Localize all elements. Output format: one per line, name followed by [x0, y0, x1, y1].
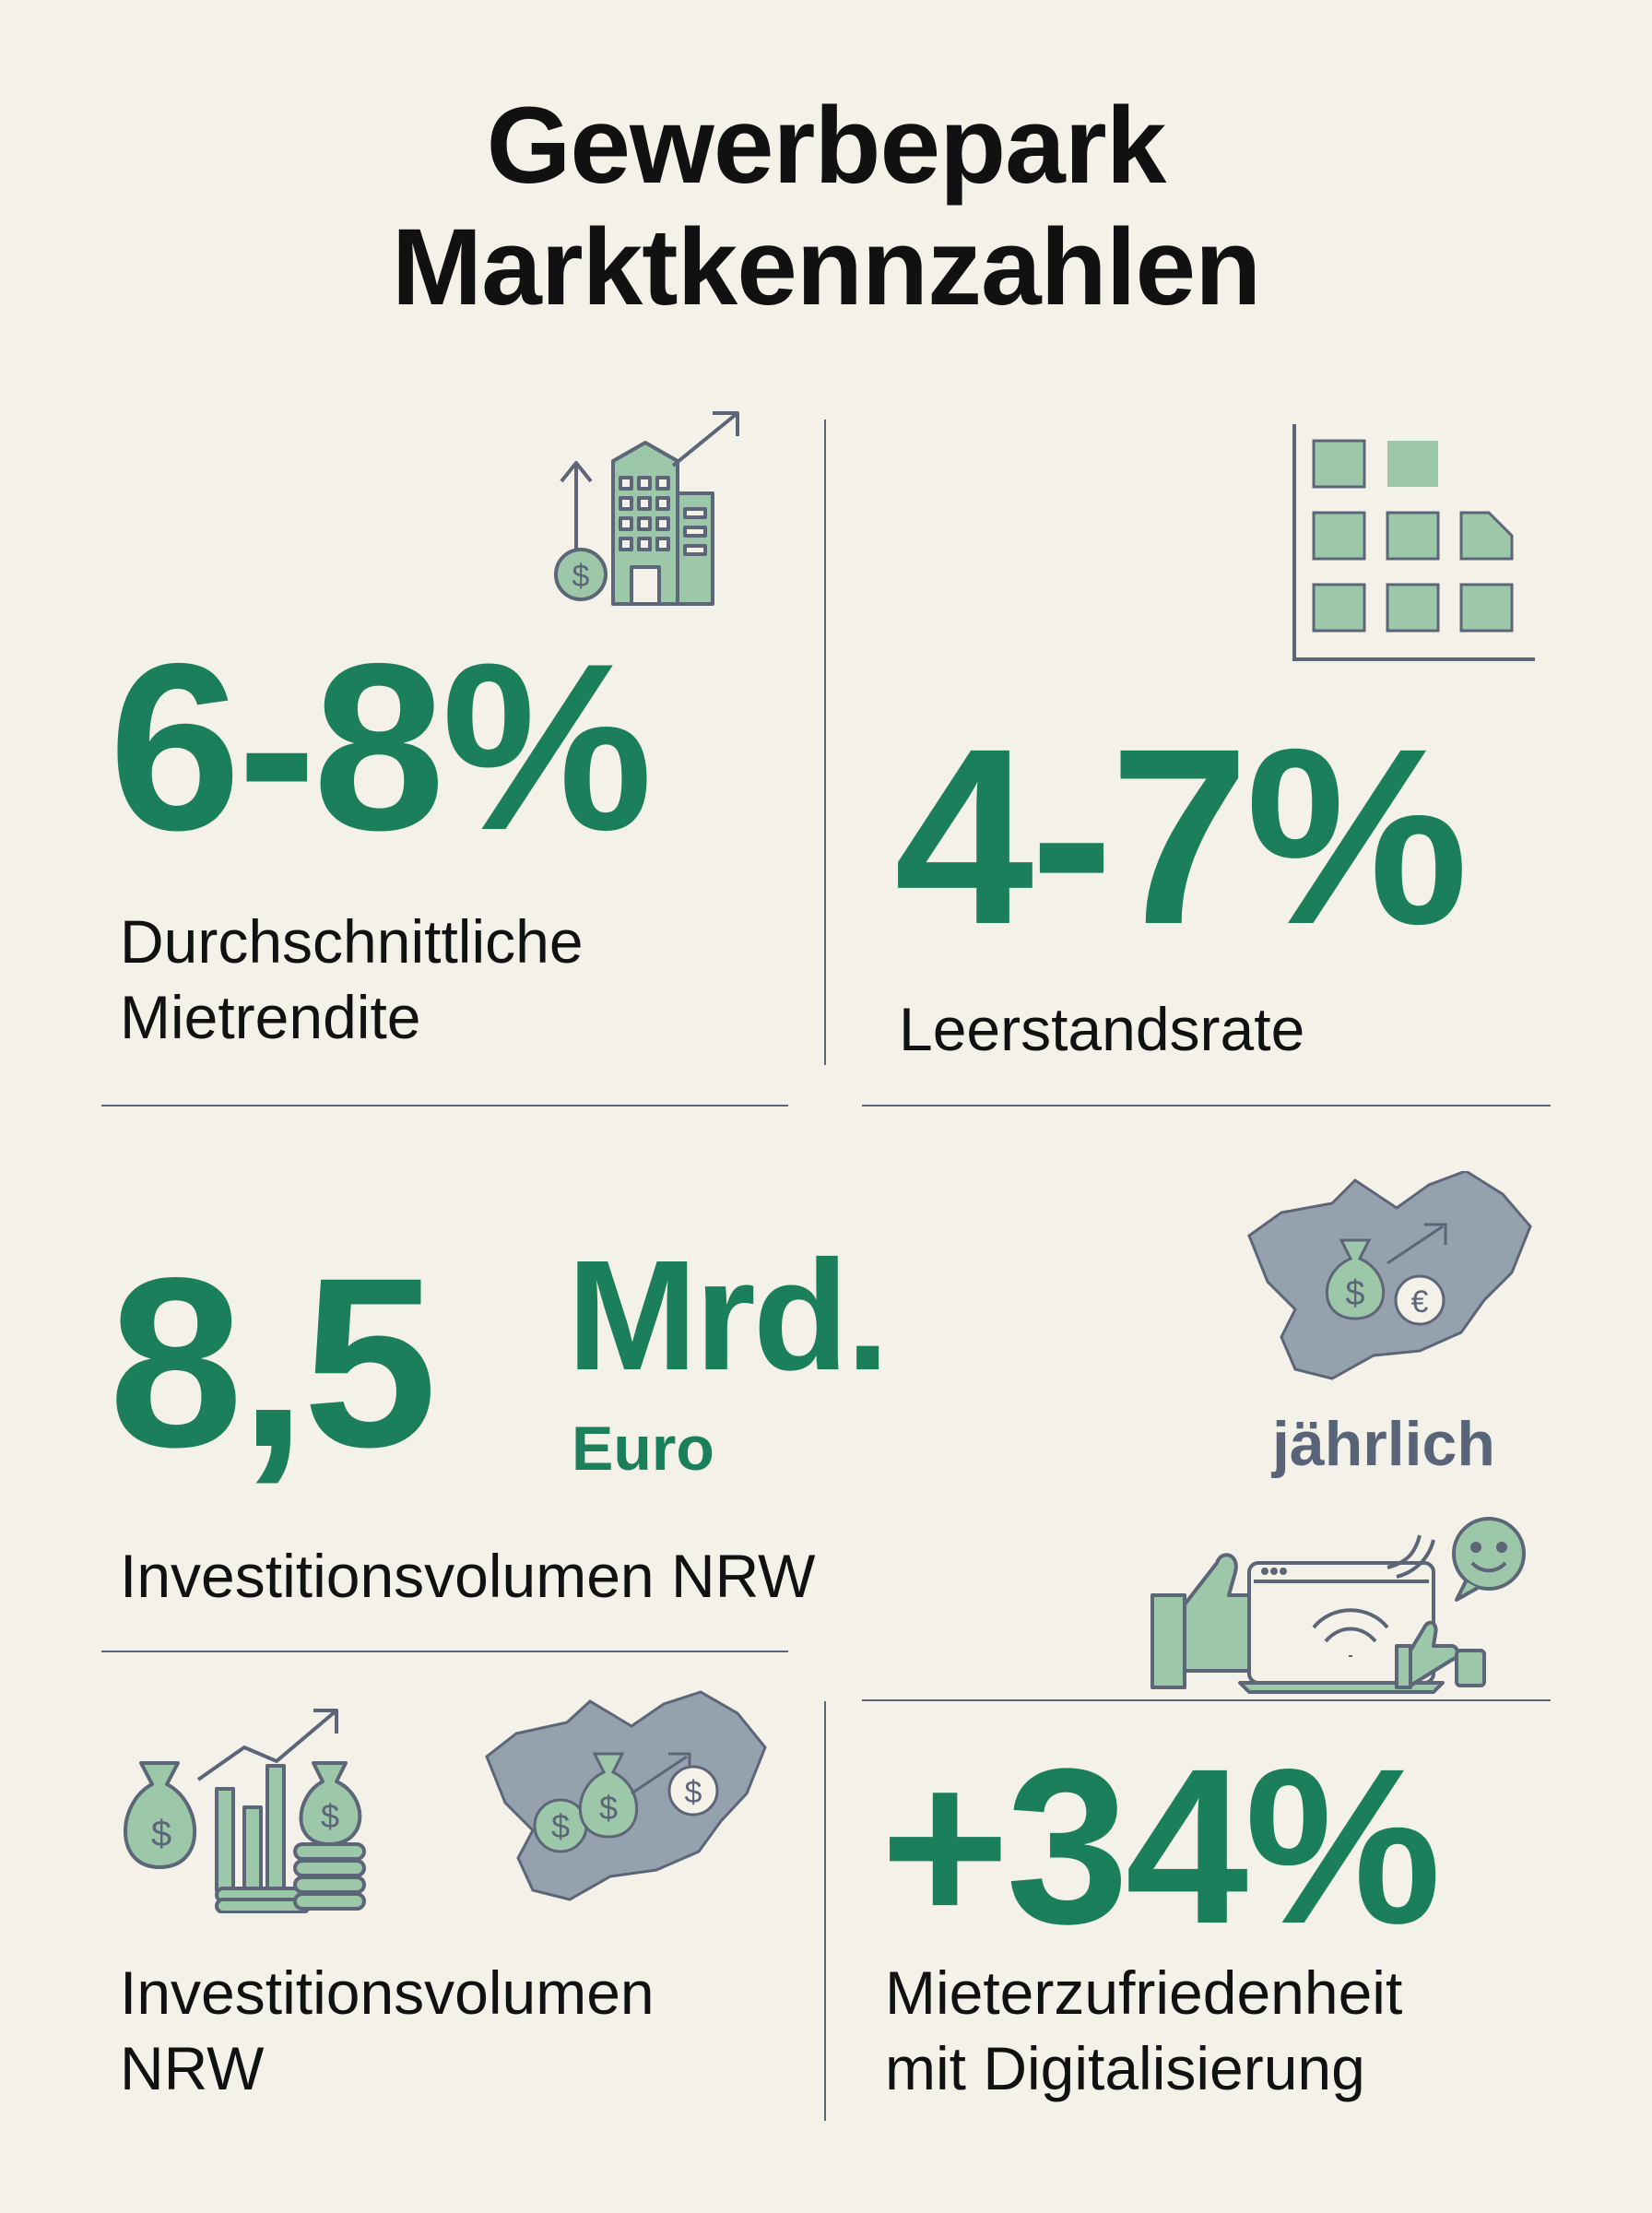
- satisfaction-label-2: mit Digitalisierung: [885, 2034, 1365, 2102]
- svg-text:$: $: [599, 1789, 618, 1827]
- vacancy-value: 4-7%: [894, 696, 1469, 976]
- investment-unit: Mrd.: [567, 1228, 890, 1403]
- svg-text:€: €: [1411, 1284, 1429, 1320]
- divider-vertical-bottom: [824, 1701, 826, 2121]
- rent-yield-label-1: Durchschnittliche: [120, 907, 584, 976]
- investment-currency: Euro: [572, 1414, 714, 1484]
- svg-text:$: $: [1345, 1274, 1364, 1313]
- vacancy-grid-icon: [1291, 424, 1540, 664]
- investment-value: 8,5: [109, 1227, 437, 1497]
- vacancy-label: Leerstandsrate: [899, 995, 1305, 1063]
- rent-yield-label-2: Mietrendite: [120, 983, 421, 1051]
- svg-text:$: $: [551, 1807, 570, 1845]
- investment-label: Investitionsvolumen NRW: [120, 1542, 816, 1610]
- money-bags-chart-icon: $ $: [115, 1706, 373, 1913]
- building-growth-icon: $: [549, 406, 747, 609]
- divider-top-right: [862, 1105, 1551, 1106]
- divider-middle-left: [101, 1651, 788, 1652]
- divider-middle-right: [862, 1699, 1551, 1701]
- investment-2-label-2: NRW: [120, 2034, 265, 2102]
- svg-text:$: $: [151, 1814, 171, 1854]
- title-line-1: Gewerbepark: [486, 85, 1167, 207]
- svg-text:$: $: [685, 1775, 702, 1810]
- nrw-map-coins-icon: $ $ $: [479, 1687, 774, 1909]
- divider-top-left: [101, 1105, 788, 1106]
- svg-text:$: $: [572, 559, 590, 594]
- title-line-2: Marktkennzahlen: [391, 207, 1261, 328]
- page-title: Gewerbepark Marktkennzahlen: [0, 85, 1652, 328]
- investment-2-label-1: Investitionsvolumen: [120, 1959, 655, 2027]
- rent-yield-value: 6-8%: [109, 613, 653, 880]
- divider-vertical-top: [824, 420, 826, 1065]
- investment-note: jährlich: [1272, 1409, 1495, 1479]
- nrw-map-money-icon: $ €: [1245, 1171, 1540, 1392]
- digital-satisfaction-icon: [1148, 1512, 1535, 1697]
- satisfaction-value: +34%: [880, 1722, 1442, 1970]
- satisfaction-label-1: Mieterzufriedenheit: [885, 1959, 1403, 2027]
- svg-text:$: $: [321, 1797, 339, 1835]
